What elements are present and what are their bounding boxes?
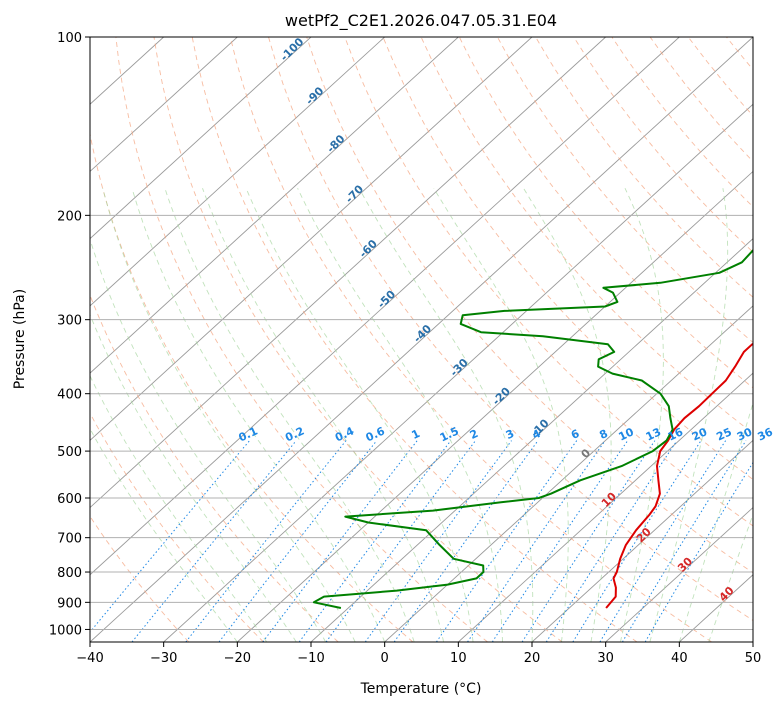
mixing-ratio-line [90,440,250,633]
moist-adiabat-line [102,188,356,642]
dry-adiabat-line [306,37,753,574]
isotherm-line [384,305,753,642]
mixing-ratio-line [545,440,678,642]
isotherm-line [90,37,606,509]
mixing-ratio-line [491,440,629,642]
mixing-ratio-line [364,440,512,642]
isotherm-line [163,103,753,642]
moist-adiabat-line [245,188,474,642]
x-tick-label: −30 [150,651,177,666]
y-tick-label: 900 [57,596,82,611]
moist-adiabat-line [678,401,753,642]
moist-adiabat-line [90,374,268,642]
profile-line-1 [605,342,753,609]
dry-adiabat-line [497,37,753,344]
y-tick-label: 1000 [49,623,82,638]
x-tick-label: −40 [76,651,103,666]
x-tick-label: −10 [297,651,324,666]
background-lines [90,37,753,642]
mixing-ratio-label: 20 [690,425,710,443]
moist-adiabat-line [523,187,612,642]
mixing-ratio-label: 36 [756,425,775,443]
mixing-ratio-label: 10 [617,425,637,443]
mixing-ratio-line [599,440,727,642]
y-axis-label: Pressure (hPa) [12,289,28,389]
dry-adiabat-line [115,37,488,642]
y-tick-label: 200 [57,209,82,224]
x-axis: −40 −30 −20 −10 0 10 20 30 40 50 [76,642,761,666]
moist-adiabat-line [619,188,664,642]
mixing-ratio-line [131,440,297,642]
mixing-ratio-line [521,440,656,642]
mixing-ratio-line [325,440,476,642]
isotherm-line [90,37,385,307]
x-tick-label: 40 [671,651,688,666]
mixing-ratio-line [467,440,606,642]
dry-adiabat-line [153,37,563,642]
isotherm-line [458,372,753,642]
moist-adiabat-line [708,513,753,642]
isotherm-line [90,37,312,240]
plot-frame [89,36,754,643]
mixing-ratio-line [621,440,747,642]
mixing-ratio-label: 16 [666,425,686,443]
chart-title: wetPf2_C2E1.2026.047.05.31.E04 [285,11,557,31]
dry-adiabat-line [229,37,712,642]
mixing-ratio-line [644,461,753,642]
y-tick-label: 500 [57,445,82,460]
mixing-ratio-label: 25 [714,425,733,443]
moist-adiabat-line [649,188,729,642]
moist-adiabat-line [202,188,445,642]
mixing-ratio-label: 30 [735,425,755,443]
isotherm-line [531,439,753,642]
dry-adiabat-line [268,37,753,621]
isotherm-line [310,238,753,642]
isotherm-line [90,37,680,576]
x-tick-label: 50 [745,651,762,666]
moist-adiabat-line [90,313,297,642]
x-tick-label: 20 [524,651,541,666]
x-axis-label: Temperature (°C) [360,681,482,697]
y-tick-label: 600 [57,492,82,507]
x-tick-label: 30 [597,651,614,666]
y-tick-label: 800 [57,566,82,581]
x-tick-label: 0 [381,651,389,666]
moist-adiabat-line [297,188,503,642]
profile-line-2 [312,248,753,609]
y-tick-label: 700 [57,532,82,547]
y-tick-label: 400 [57,388,82,403]
dry-adiabat-line [344,37,753,527]
moist-adiabat-line [90,427,238,642]
dry-adiabat-line [191,37,638,642]
pressure-gridlines [90,37,753,630]
y-axis: 100 200 300 400 500 600 700 800 900 1000 [49,31,90,638]
x-tick-label: 10 [450,651,467,666]
y-tick-label: 300 [57,314,82,329]
isotherm-line [90,37,238,173]
dry-adiabat-line [90,515,190,642]
dry-adiabat-line [90,131,414,642]
mixing-ratio-label: 13 [644,425,663,443]
sounding-profiles [312,248,753,609]
isotherm-line [90,37,533,441]
y-tick-label: 100 [57,31,82,46]
isotherm-line [90,37,753,642]
isotherm-line [90,37,459,374]
mixing-ratio-line [435,440,578,642]
isotherm-line [605,506,753,642]
dry-adiabat-line [90,293,339,642]
dry-adiabat-line [90,412,264,642]
moist-adiabat-line [164,188,415,642]
mixing-ratio-line [218,440,378,642]
moist-adiabat-line [90,237,327,642]
x-tick-label: −20 [224,651,251,666]
moist-adiabat-line [358,187,534,642]
dry-adiabat-line [458,37,753,389]
moist-adiabat-line [433,187,569,642]
mixing-ratio-line [572,440,702,642]
